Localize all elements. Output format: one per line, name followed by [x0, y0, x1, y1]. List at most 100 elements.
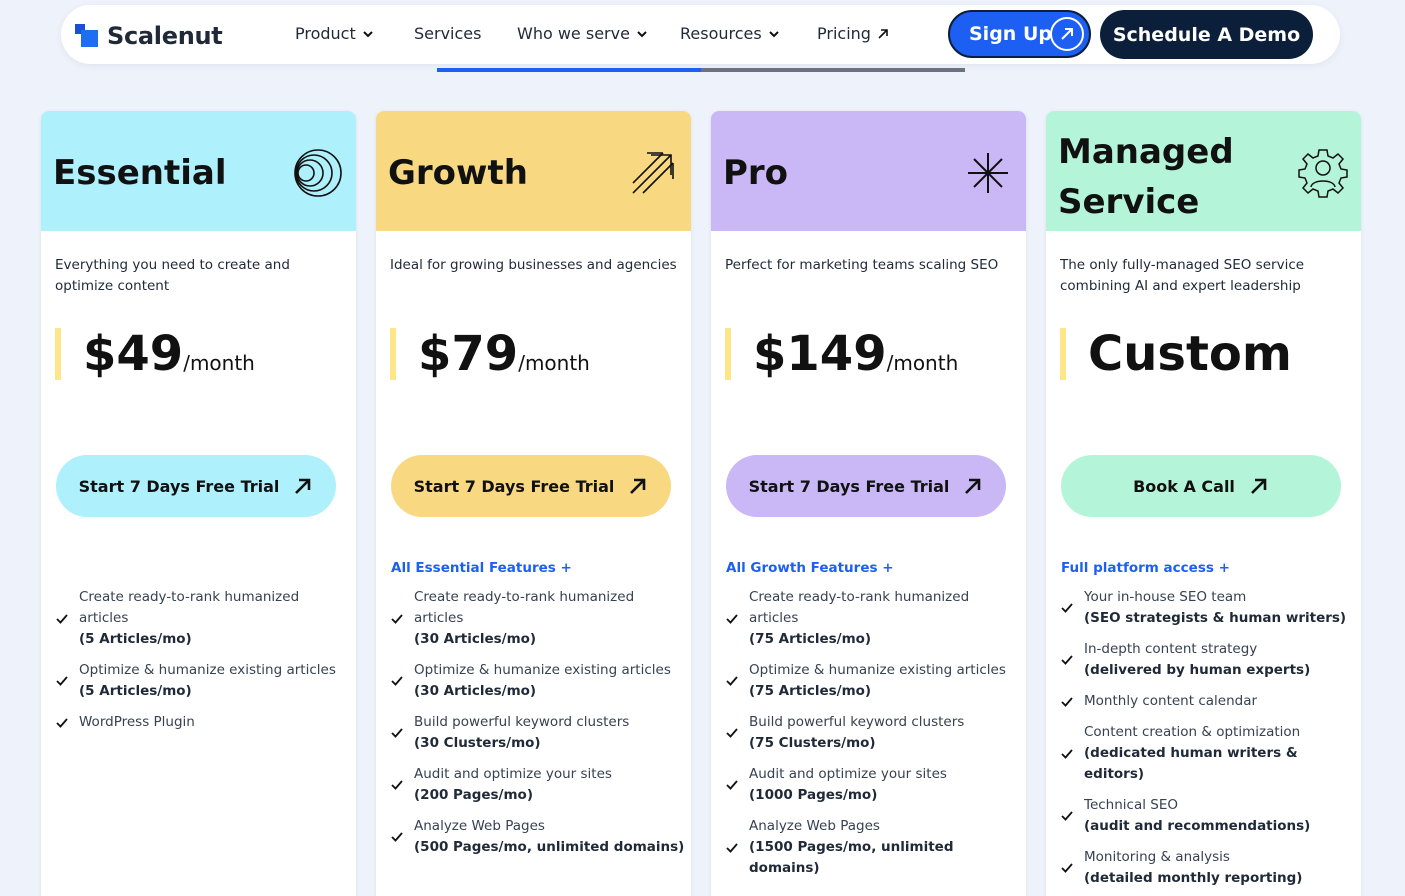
arrow-up-right-icon — [295, 478, 311, 494]
scalenut-logo-icon — [75, 24, 99, 48]
chevron-down-icon — [637, 30, 647, 37]
brand-name: Scalenut — [107, 22, 223, 50]
team-gear-icon — [1298, 149, 1348, 198]
feature-limit: (audit and recommendations) — [1084, 818, 1311, 834]
feature-item: Audit and optimize your sites (200 Pages… — [390, 764, 686, 806]
price-period: /month — [183, 351, 255, 375]
check-icon — [391, 832, 403, 842]
feature-item: WordPress Plugin — [55, 712, 351, 733]
nav-item-who-we-serve[interactable]: Who we serve — [517, 24, 648, 43]
nav-item-label: Who we serve — [517, 24, 630, 43]
feature-text: Create ready-to-rank humanized articles — [79, 589, 300, 626]
check-icon — [726, 842, 738, 853]
price-accent-bar — [55, 328, 61, 380]
start-trial-button[interactable]: Start 7 Days Free Trial — [726, 455, 1006, 517]
feature-limit: (1500 Pages/mo, unlimited domains) — [749, 839, 954, 876]
feature-text: Build powerful keyword clusters — [414, 714, 630, 730]
book-call-button[interactable]: Book A Call — [1061, 455, 1341, 517]
feature-item: Monitoring & analysis (detailed monthly … — [1060, 847, 1356, 889]
sign-up-label: Sign Up — [969, 23, 1052, 45]
feature-limit: (75 Articles/mo) — [749, 631, 872, 647]
nav-item-resources[interactable]: Resources — [680, 24, 780, 43]
schedule-demo-label: Schedule A Demo — [1112, 23, 1301, 46]
feature-limit: (5 Articles/mo) — [79, 631, 192, 647]
feature-text: In-depth content strategy — [1084, 641, 1258, 657]
feature-item: Content creation & optimization (dedicat… — [1060, 722, 1356, 785]
feature-item: In-depth content strategy (delivered by … — [1060, 639, 1356, 681]
scroll-progress-track — [701, 68, 965, 72]
feature-text: WordPress Plugin — [79, 714, 195, 730]
feature-text: Monthly content calendar — [1084, 693, 1258, 709]
nav-item-label: Services — [414, 24, 482, 43]
feature-list: Create ready-to-rank humanized articles … — [55, 587, 351, 743]
scalenut-logo[interactable]: Scalenut — [75, 22, 223, 50]
check-icon — [1061, 655, 1073, 665]
plan-description: Perfect for marketing teams scaling SEO — [725, 257, 999, 273]
feature-limit: (200 Pages/mo) — [414, 787, 533, 803]
feature-limit: (500 Pages/mo, unlimited domains) — [414, 839, 685, 855]
feature-item: Analyze Web Pages (500 Pages/mo, unlimit… — [390, 816, 686, 858]
check-icon — [726, 728, 738, 738]
cta-label: Book A Call — [1133, 476, 1235, 496]
feature-text: Analyze Web Pages — [414, 818, 545, 834]
price-period: /month — [886, 351, 959, 375]
feature-text: Analyze Web Pages — [749, 818, 880, 834]
plan-name: Managed Service — [1058, 132, 1234, 222]
feature-item: Optimize & humanize existing articles (7… — [725, 660, 1021, 702]
arrow-up-right-icon — [1050, 17, 1084, 51]
nav-item-pricing[interactable]: Pricing — [817, 24, 889, 43]
price-period: /month — [518, 351, 590, 375]
plan-name: Essential — [53, 153, 227, 193]
scroll-progress-filled — [437, 68, 701, 72]
chevron-down-icon — [363, 30, 373, 37]
plan-price: Custom — [1060, 328, 1292, 380]
feature-item: Build powerful keyword clusters (30 Clus… — [390, 712, 686, 754]
feature-item: Audit and optimize your sites (1000 Page… — [725, 764, 1021, 806]
plan-header: Pro — [711, 111, 1026, 231]
plan-description: The only fully-managed SEO service combi… — [1060, 257, 1305, 294]
plan-price: $79 /month — [390, 328, 590, 380]
feature-item: Analyze Web Pages (1500 Pages/mo, unlimi… — [725, 816, 1021, 879]
start-trial-button[interactable]: Start 7 Days Free Trial — [56, 455, 336, 517]
feature-text: Create ready-to-rank humanized articles — [414, 589, 635, 626]
feature-item: Create ready-to-rank humanized articles … — [55, 587, 351, 650]
check-icon — [56, 613, 68, 624]
plan-name: Pro — [723, 153, 789, 193]
cta-label: Start 7 Days Free Trial — [413, 476, 615, 496]
feature-item: Monthly content calendar — [1060, 691, 1356, 712]
arrow-up-right-icon — [878, 28, 888, 39]
feature-text: Audit and optimize your sites — [749, 766, 947, 782]
check-icon — [726, 676, 738, 686]
feature-limit: (detailed monthly reporting) — [1084, 870, 1303, 886]
sign-up-button[interactable]: Sign Up — [948, 10, 1091, 58]
nav-item-services[interactable]: Services — [414, 24, 481, 43]
feature-limit: (30 Articles/mo) — [414, 631, 537, 647]
price-amount: $149 — [753, 326, 887, 382]
plan-card-pro: Pro Perfect for marketing teams scaling … — [711, 111, 1026, 896]
start-trial-button[interactable]: Start 7 Days Free Trial — [391, 455, 671, 517]
features-heading[interactable]: All Growth Features + — [726, 560, 894, 576]
schedule-demo-button[interactable]: Schedule A Demo — [1100, 10, 1313, 59]
nav-item-label: Product — [295, 24, 356, 43]
plan-name: Growth — [388, 153, 528, 193]
check-icon — [1061, 696, 1073, 707]
feature-limit: (5 Articles/mo) — [79, 683, 192, 699]
feature-item: Create ready-to-rank humanized articles … — [725, 587, 1021, 650]
plan-header: Managed Service — [1046, 111, 1361, 231]
price-accent-bar — [725, 328, 731, 380]
features-heading[interactable]: Full platform access + — [1061, 560, 1230, 576]
feature-text: Monitoring & analysis — [1084, 849, 1230, 865]
features-heading[interactable]: All Essential Features + — [391, 560, 572, 576]
feature-limit: (SEO strategists & human writers) — [1084, 610, 1347, 626]
feature-limit: (75 Articles/mo) — [749, 683, 872, 699]
feature-limit: (30 Articles/mo) — [414, 683, 537, 699]
feature-text: Technical SEO — [1084, 797, 1179, 813]
nav-item-label: Pricing — [817, 24, 871, 43]
plan-price: $149 /month — [725, 328, 958, 380]
plan-card-managed-service: Managed Service The only fully-managed S… — [1046, 111, 1361, 896]
check-icon — [726, 613, 738, 624]
check-icon — [1061, 748, 1073, 759]
check-icon — [391, 780, 403, 790]
plan-description: Everything you need to create and optimi… — [55, 257, 290, 294]
nav-item-product[interactable]: Product — [295, 24, 374, 43]
